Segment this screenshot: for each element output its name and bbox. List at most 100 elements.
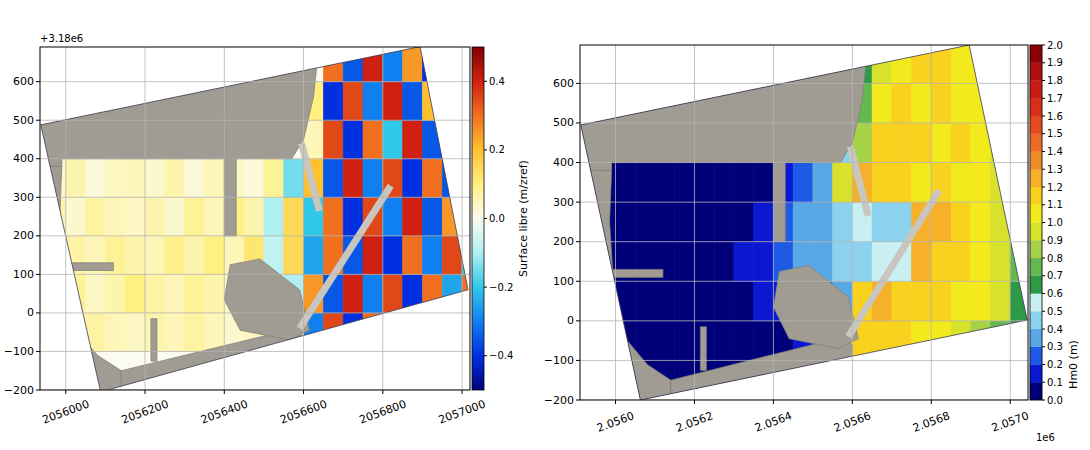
breakwater: [850, 147, 868, 216]
colorbar-band: [1030, 134, 1042, 152]
colorbar-band: [1030, 347, 1042, 365]
colorbar-frame: [1030, 45, 1042, 400]
grid-line: [852, 45, 853, 400]
colorbar-band: [1030, 81, 1042, 99]
cell: [714, 321, 734, 361]
colorbar-tick: [1042, 400, 1045, 401]
y-tick: [576, 320, 580, 321]
land: [62, 263, 114, 271]
cell: [655, 45, 675, 83]
cell: [66, 313, 86, 352]
plot-frame: [40, 47, 470, 390]
cell: [951, 83, 971, 123]
cell: [46, 351, 66, 390]
y-tick-label: 200: [553, 235, 574, 248]
grid-line: [40, 81, 470, 82]
cell: [244, 47, 264, 82]
cell: [244, 159, 264, 198]
cell: [442, 197, 462, 236]
colorbar-band: [1030, 187, 1042, 205]
colorbar-tick-label: 1.6: [1047, 111, 1063, 122]
cell: [204, 47, 224, 82]
cell: [422, 120, 442, 159]
cell: [422, 159, 442, 198]
grid-line: [773, 45, 774, 400]
cell: [383, 236, 403, 275]
domain-outline: [41, 47, 468, 390]
cell: [580, 202, 596, 242]
cell: [46, 82, 66, 121]
colorbar-tick: [1042, 329, 1045, 330]
cell: [912, 281, 932, 321]
y-offset-text: +3.18e6: [40, 33, 83, 44]
cell: [204, 236, 224, 275]
colorbar-tick-label: 0.7: [1047, 270, 1063, 281]
cell: [125, 236, 145, 275]
cell: [931, 83, 951, 123]
colorbar-tick-label: 1.2: [1047, 182, 1063, 193]
colorbar-tick: [1042, 98, 1045, 99]
cell: [185, 236, 205, 275]
cell: [833, 202, 853, 242]
y-tick-label: −200: [4, 384, 34, 397]
cell: [462, 120, 470, 159]
cell: [655, 202, 675, 242]
cell: [323, 351, 343, 390]
cell: [892, 163, 912, 203]
cell: [971, 202, 991, 242]
cell: [125, 197, 145, 236]
colorbar-band: [1030, 294, 1042, 312]
cell: [951, 45, 971, 83]
colorbar-tick-label: −0.4: [489, 350, 513, 361]
y-tick: [36, 312, 40, 313]
cell: [462, 197, 470, 236]
y-tick-label: 400: [13, 152, 34, 165]
cell: [714, 281, 734, 321]
cell: [363, 236, 383, 275]
y-tick-label: 200: [13, 229, 34, 242]
cell: [872, 163, 892, 203]
cell: [403, 82, 423, 121]
y-tick-label: −100: [544, 354, 574, 367]
y-tick: [36, 274, 40, 275]
cell: [403, 351, 423, 390]
cell: [580, 83, 596, 123]
breakwater: [848, 190, 939, 336]
cell: [991, 242, 1011, 282]
grid-line: [1010, 45, 1011, 400]
cell: [86, 47, 106, 82]
x-offset-text: 1e6: [1036, 432, 1055, 443]
cell: [264, 197, 284, 236]
cell: [165, 47, 185, 82]
model-domain: [580, 45, 1028, 400]
colorbar-tick: [1042, 151, 1045, 152]
colorbar-band: [1030, 240, 1042, 258]
grid-line: [580, 122, 1028, 123]
cell: [596, 242, 616, 282]
cell: [105, 274, 125, 313]
cell: [892, 83, 912, 123]
cell: [872, 202, 892, 242]
cell: [323, 313, 343, 352]
x-tick-label: 2.0560: [595, 409, 636, 434]
y-tick-label: 100: [553, 275, 574, 288]
x-tick: [931, 400, 932, 404]
y-tick-label: 400: [553, 156, 574, 169]
cell: [343, 47, 363, 82]
cell: [363, 47, 383, 82]
cell: [442, 274, 462, 313]
colorbar-band: [1030, 152, 1042, 170]
cell: [1010, 242, 1028, 282]
y-tick-label: −200: [544, 394, 574, 407]
cell: [912, 45, 932, 83]
x-tick: [694, 400, 695, 404]
colorbar-fill: [472, 47, 484, 390]
cell: [40, 274, 46, 313]
cell: [86, 197, 106, 236]
cell: [813, 202, 833, 242]
y-tick: [36, 235, 40, 236]
cell: [616, 281, 636, 321]
grid-line: [694, 45, 695, 400]
cell: [1010, 123, 1028, 163]
cell: [363, 159, 383, 198]
